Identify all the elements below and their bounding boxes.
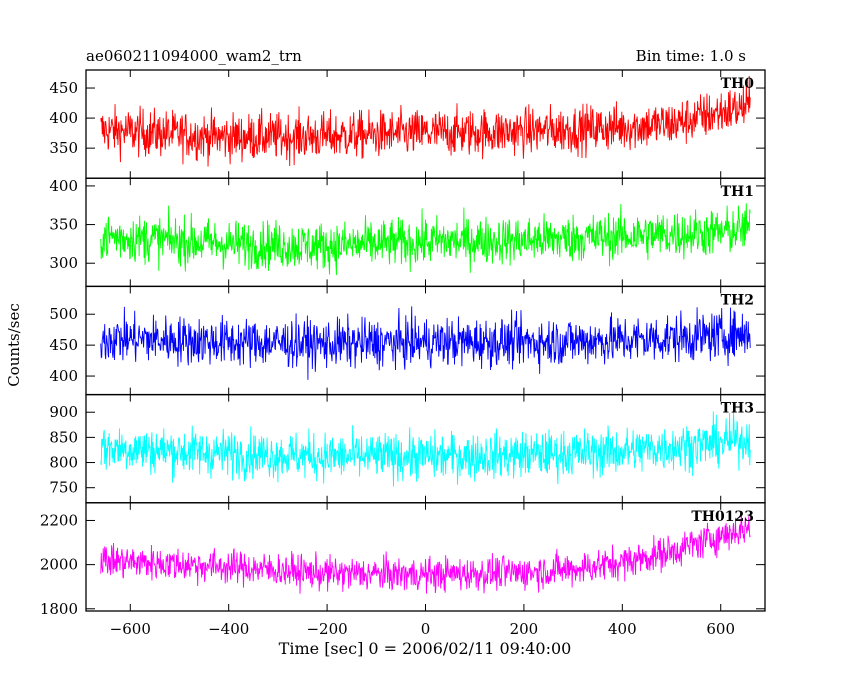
panel-frame: [85, 393, 766, 504]
x-tick-label: 600: [706, 620, 735, 638]
panel-th0123: 1800 2000 2200 TH0123: [40, 502, 766, 618]
y-tick-label: 400: [49, 367, 78, 385]
x-tick-label: 0: [421, 620, 431, 638]
chart-title: ae060211094000_wam2_trn: [86, 47, 302, 65]
y-axis-label: Counts/sec: [5, 303, 23, 387]
y-tick-label: 350: [49, 216, 78, 234]
series-line-th0123: [100, 514, 751, 594]
y-tick-label: 750: [49, 479, 78, 497]
panel-th1: 300 350 400 TH1: [49, 177, 766, 288]
y-tick-label: 350: [49, 139, 78, 157]
y-tick-label: 850: [49, 428, 78, 446]
y-tick-label: 800: [49, 454, 78, 472]
panel-label-th2: TH2: [721, 292, 754, 308]
series-line-th3: [100, 411, 751, 487]
panel-label-th0: TH0: [721, 76, 755, 92]
series-line-th0: [100, 75, 751, 167]
x-tick-label: 200: [510, 620, 539, 638]
panel-label-th0123: TH0123: [691, 509, 754, 525]
x-tick-label: 400: [608, 620, 637, 638]
series-line-th2: [100, 306, 751, 380]
y-tick-label: 450: [49, 336, 78, 354]
y-tick-label: 400: [49, 177, 78, 195]
y-tick-label: 300: [49, 254, 78, 272]
series-line-th1: [100, 203, 751, 275]
panel-th2: 400 450 500 TH2: [49, 285, 766, 396]
y-tick-label: 900: [49, 403, 78, 421]
panel-label-th1: TH1: [721, 184, 754, 200]
panel-label-th3: TH3: [721, 401, 754, 417]
bin-time-label: Bin time: 1.0 s: [636, 47, 746, 65]
x-tick-label: −600: [110, 620, 151, 638]
x-tick-label: −400: [208, 620, 249, 638]
y-tick-label: 450: [49, 79, 78, 97]
x-axis-label: Time [sec] 0 = 2006/02/11 09:40:00: [279, 639, 572, 658]
y-tick-label: 2200: [40, 511, 78, 529]
x-axis: −600 −400 −200 0 200 400 600: [110, 620, 735, 638]
y-tick-label: 400: [49, 109, 78, 127]
y-tick-label: 1800: [40, 600, 78, 618]
y-tick-label: 2000: [40, 556, 78, 574]
panels-group: 350 400 450 TH0 300 350 400 TH1 400 450 500 TH2 750 8…: [40, 69, 766, 618]
y-tick-label: 500: [49, 305, 78, 323]
x-tick-label: −200: [306, 620, 347, 638]
panel-th0: 350 400 450 TH0: [49, 69, 766, 179]
panel-th3: 750 800 850 900 TH3: [49, 393, 766, 504]
